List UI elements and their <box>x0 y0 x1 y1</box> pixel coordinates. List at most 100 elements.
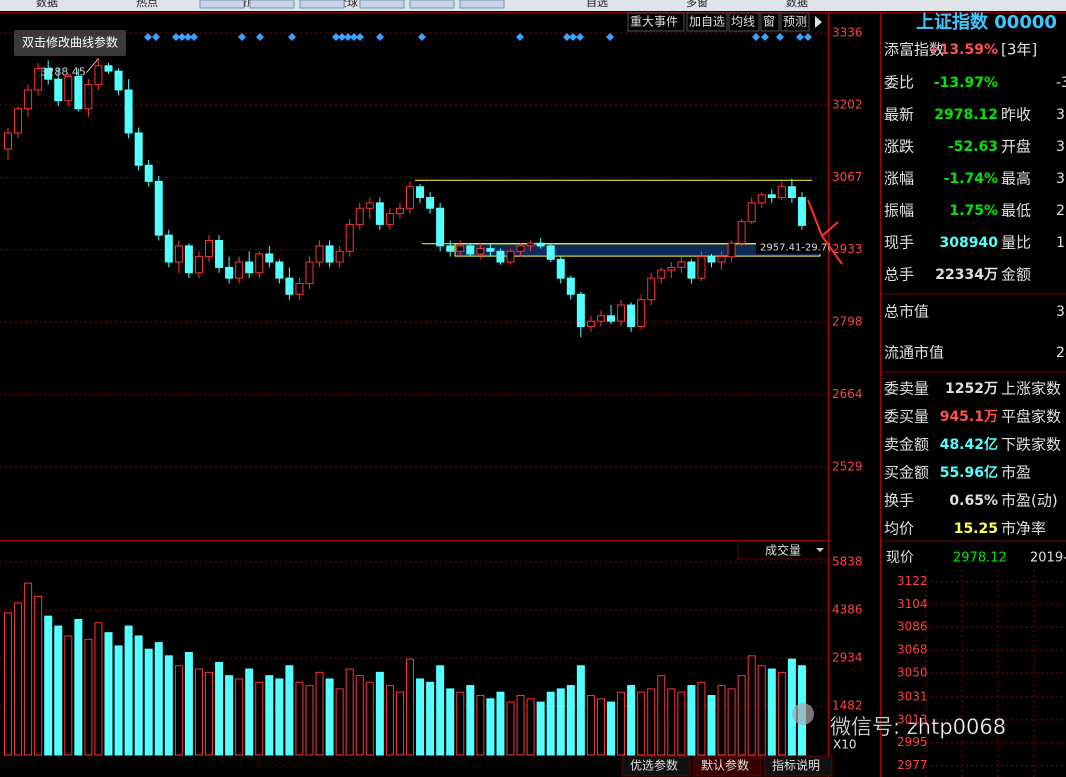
event-marker[interactable] <box>178 33 186 41</box>
quote-value: -3 <box>1056 75 1066 91</box>
quote-label: 委买量 <box>884 408 929 426</box>
event-marker[interactable] <box>576 33 584 41</box>
volume-bar <box>496 691 505 756</box>
volume-bar <box>566 685 575 756</box>
event-marker[interactable] <box>190 33 198 41</box>
event-marker[interactable] <box>152 33 160 41</box>
toolbar-button[interactable] <box>627 12 685 32</box>
candle-body <box>446 245 455 252</box>
candle-body <box>395 207 404 215</box>
toolbar-button[interactable] <box>728 12 760 32</box>
volume-bar <box>265 675 274 756</box>
param-button[interactable] <box>763 755 833 777</box>
menu-button[interactable] <box>249 0 295 9</box>
candle-body <box>174 245 183 263</box>
event-marker[interactable] <box>776 33 784 41</box>
candle-body <box>164 234 173 263</box>
volume-bar <box>275 678 284 756</box>
wechat-icon <box>792 703 814 725</box>
mini-value: 2978.12 <box>953 551 1007 566</box>
event-marker[interactable] <box>796 33 804 41</box>
event-marker[interactable] <box>350 33 358 41</box>
volume-bar <box>44 615 53 756</box>
event-marker[interactable] <box>332 33 340 41</box>
event-marker[interactable] <box>238 33 246 41</box>
volume-bar <box>84 638 93 756</box>
candle-body <box>476 248 485 255</box>
candle-body <box>496 250 505 263</box>
quote-value: 308940 <box>940 235 999 251</box>
event-marker[interactable] <box>516 33 524 41</box>
y-tick-label: 2933 <box>832 242 863 256</box>
event-marker[interactable] <box>418 33 426 41</box>
y-tick-label: 3336 <box>832 25 863 39</box>
volume-bar <box>305 685 314 756</box>
candle-body <box>34 67 43 91</box>
volume-bar <box>64 635 73 756</box>
quote-label: 卖金额 <box>884 436 929 454</box>
quote-label: 市盈 <box>1001 464 1031 482</box>
toolbar-label: 重大事件 <box>630 15 678 29</box>
volume-bar <box>436 665 445 756</box>
event-marker[interactable] <box>804 33 812 41</box>
param-button[interactable] <box>692 755 762 777</box>
candle-body <box>255 253 264 274</box>
volume-bar <box>586 694 595 756</box>
volume-bar <box>607 701 615 756</box>
quote-value: 3 <box>1056 139 1065 155</box>
event-marker[interactable] <box>144 33 152 41</box>
candle-body <box>385 213 394 225</box>
y-tick-label: 2529 <box>832 459 863 473</box>
param-button[interactable] <box>621 755 691 777</box>
toolbar-label: 预测 <box>783 15 807 29</box>
candle-body <box>225 266 234 279</box>
candle-body <box>365 202 374 209</box>
high-label: 3288.45 <box>40 66 85 79</box>
event-marker[interactable] <box>761 33 769 41</box>
event-marker[interactable] <box>344 33 352 41</box>
quote-value: 55.96亿 <box>940 464 998 481</box>
candle-body <box>24 89 33 110</box>
volume-bar <box>456 691 465 756</box>
volume-bar <box>164 655 173 756</box>
menu-button[interactable] <box>299 0 345 9</box>
quote-label: 市净率 <box>1001 520 1046 538</box>
volume-bar <box>787 658 796 756</box>
y-tick-label: 3202 <box>832 98 863 112</box>
event-marker[interactable] <box>256 33 264 41</box>
event-marker[interactable] <box>288 33 296 41</box>
toolbar-button[interactable] <box>760 12 780 32</box>
mini-date: 2019-0 <box>1030 551 1066 566</box>
event-marker[interactable] <box>172 33 180 41</box>
event-marker[interactable] <box>563 33 571 41</box>
indicator-select[interactable] <box>737 540 829 560</box>
candle-body <box>767 194 776 198</box>
event-marker[interactable] <box>376 33 384 41</box>
quote-label: [3年] <box>1001 41 1037 59</box>
event-marker[interactable] <box>184 33 192 41</box>
menu-button[interactable] <box>199 0 245 9</box>
toolbar-button[interactable] <box>780 12 810 32</box>
menu-button[interactable] <box>359 0 405 9</box>
quote-value: 1.75% <box>949 203 998 219</box>
menu-button[interactable] <box>409 0 455 9</box>
event-marker[interactable] <box>606 33 614 41</box>
event-marker[interactable] <box>752 33 760 41</box>
event-marker[interactable] <box>356 33 364 41</box>
candle-body <box>647 277 656 301</box>
quote-value: -52.63 <box>948 139 998 155</box>
volume-bar <box>205 671 213 756</box>
menu-button[interactable] <box>459 0 505 9</box>
quote-label: 添富指数 <box>884 41 944 59</box>
candle-body <box>797 196 806 226</box>
y-tick-label: 3050 <box>897 665 928 679</box>
event-marker[interactable] <box>569 33 577 41</box>
event-marker[interactable] <box>338 33 346 41</box>
toolbar-button[interactable] <box>686 12 728 32</box>
volume-bar <box>395 691 404 756</box>
volume-bar <box>747 655 756 756</box>
tooltip: 双击修改曲线参数 <box>22 35 118 50</box>
candle-body <box>707 256 716 263</box>
candle-body <box>14 108 23 134</box>
quote-value: 15.25 <box>954 521 998 537</box>
